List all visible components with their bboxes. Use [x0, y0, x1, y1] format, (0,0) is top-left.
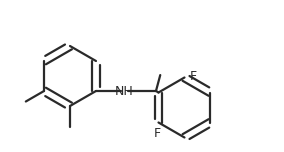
- Text: NH: NH: [115, 85, 134, 97]
- Text: F: F: [189, 70, 197, 83]
- Text: F: F: [154, 127, 161, 140]
